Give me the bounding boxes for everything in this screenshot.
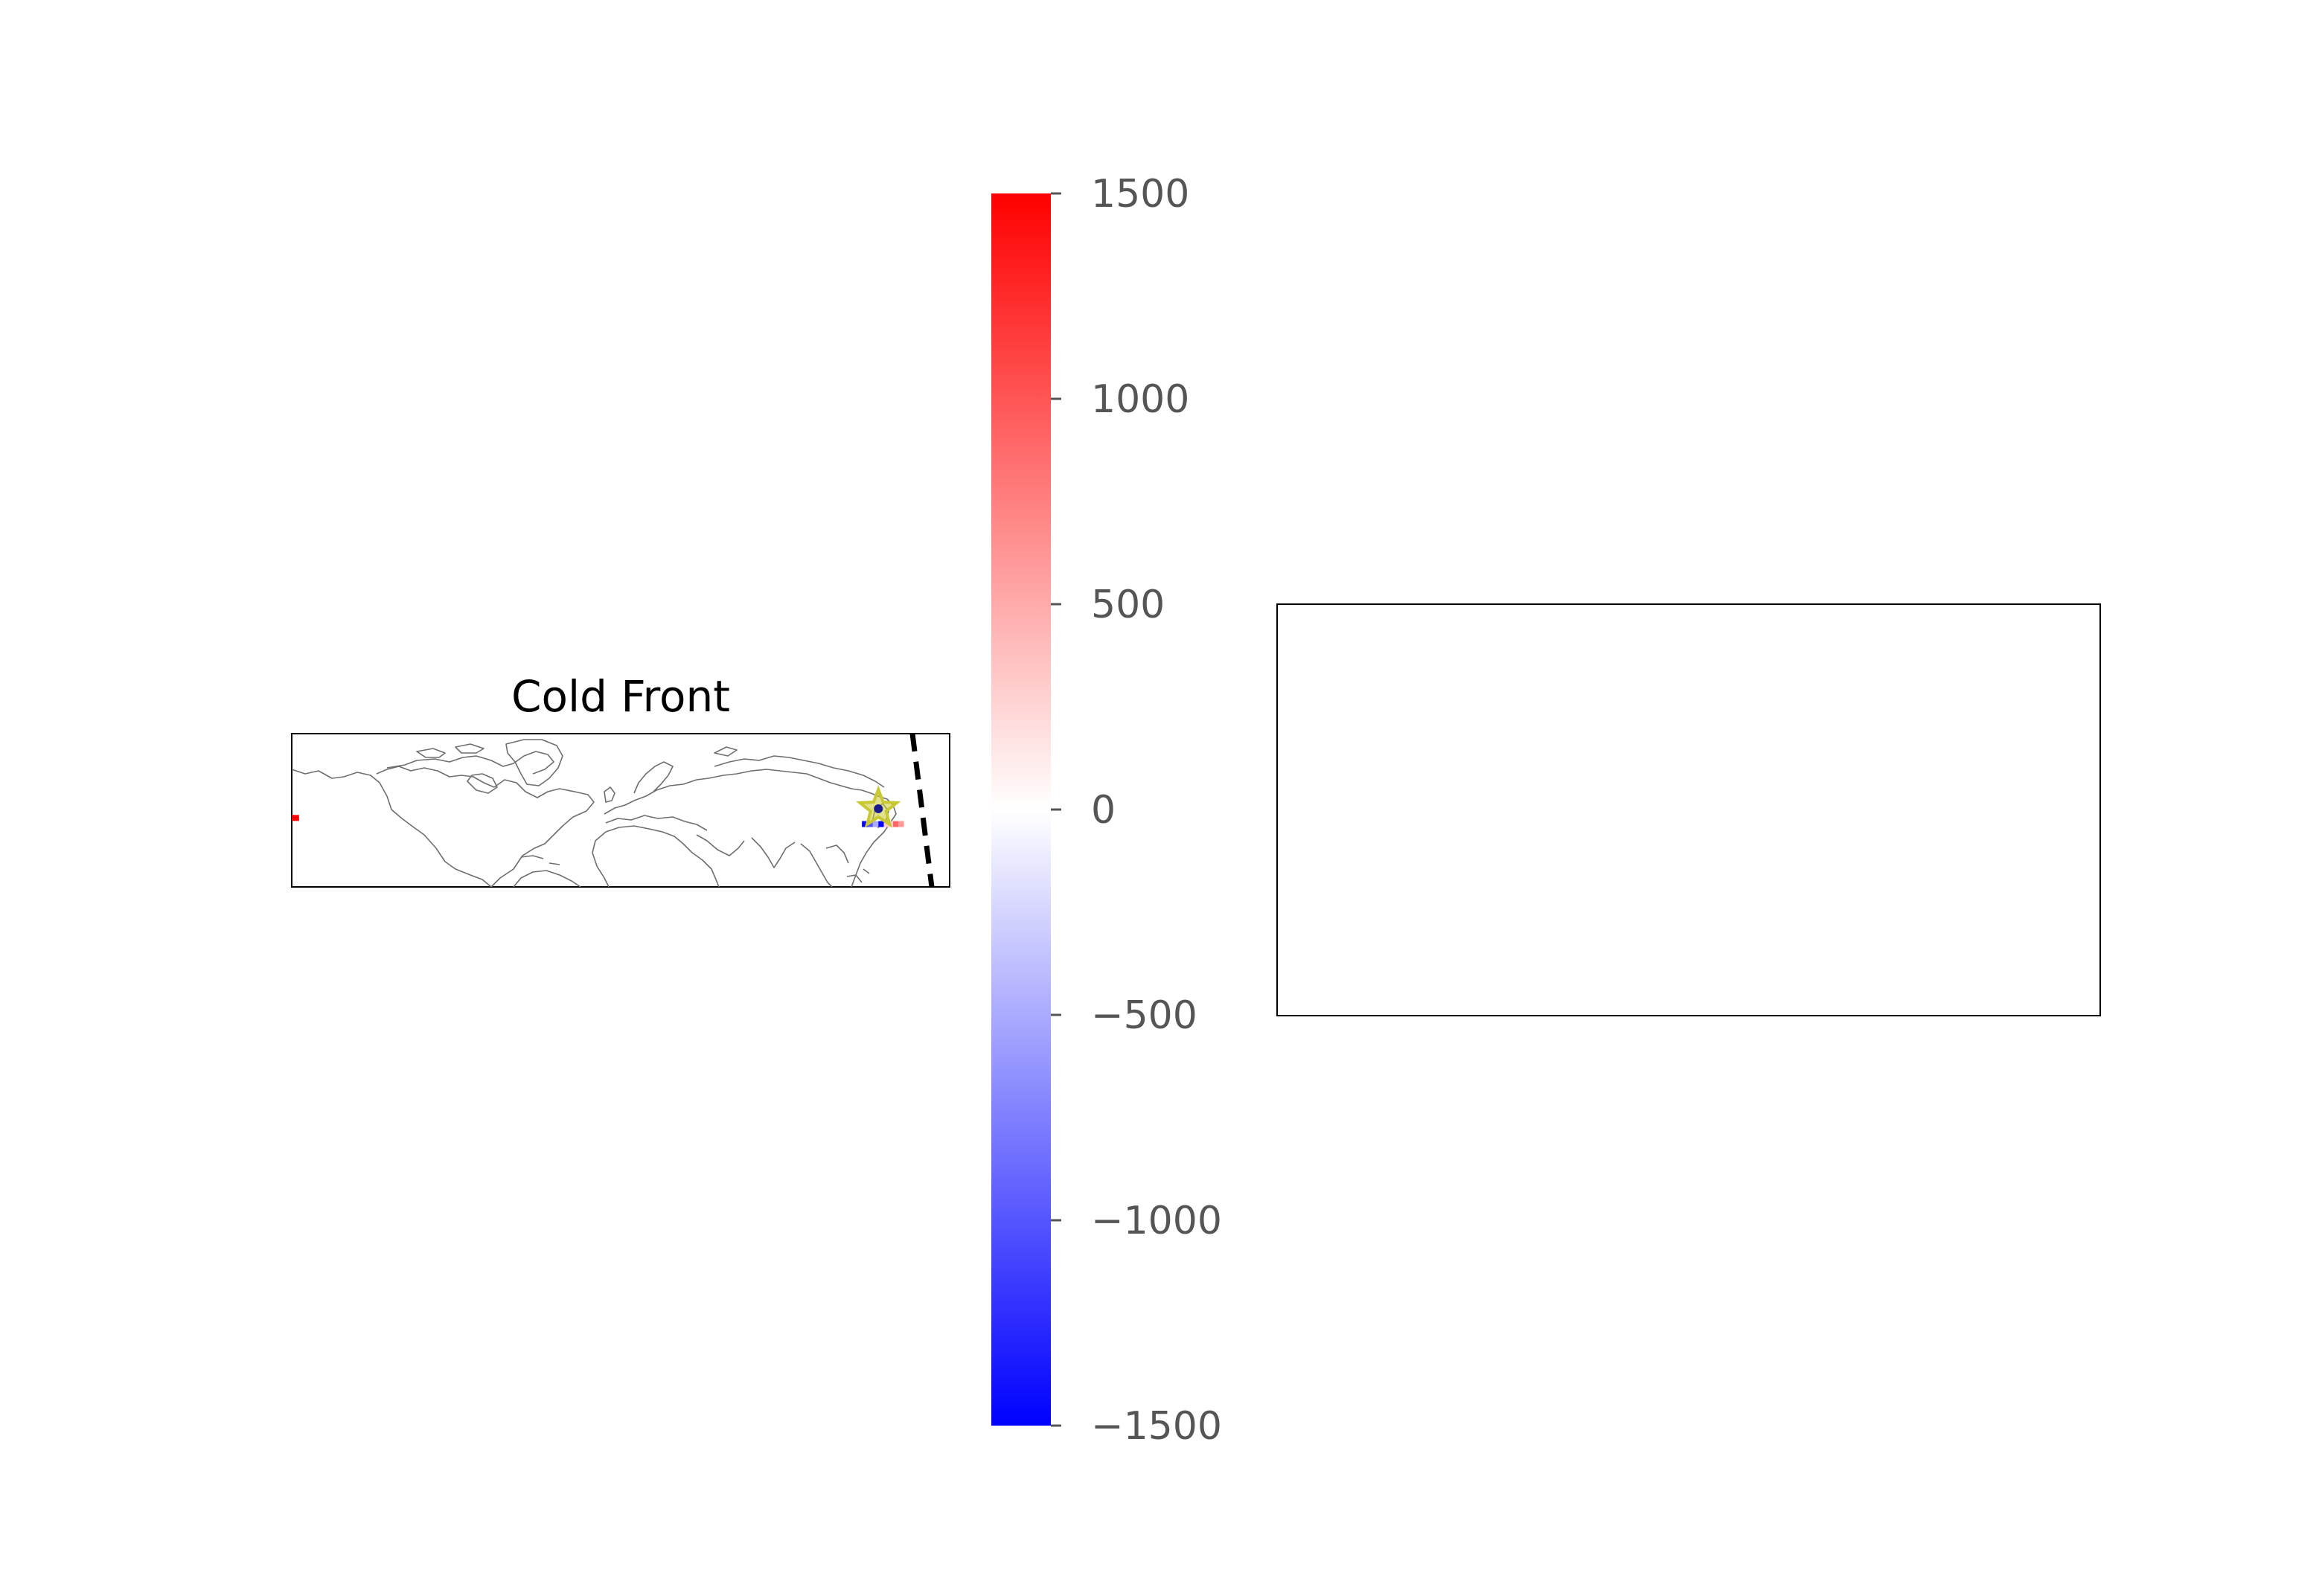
colored-segment: [892, 821, 899, 827]
colored-segment: [292, 815, 299, 821]
coastline-caribbean: [520, 855, 560, 865]
colorbar-tick-label: −1000: [1091, 1199, 1222, 1243]
coastline-africa: [592, 825, 720, 887]
colorbar-tick-label: 0: [1091, 788, 1116, 833]
colored-segment: [872, 821, 879, 827]
coastline-south-america: [513, 870, 581, 887]
colored-segment: [898, 821, 904, 827]
map-panel: Cold Front: [291, 671, 950, 888]
colored-segment: [878, 821, 884, 827]
colorbar-tick-label: 1500: [1091, 172, 1189, 217]
coastline-southeast-asia: [800, 843, 849, 887]
colorbar-tick-label: −500: [1091, 993, 1197, 1038]
coastline-greenland: [505, 739, 563, 786]
colored-segment: [862, 821, 868, 827]
colorbar-tick-label: 1000: [1091, 377, 1189, 422]
colorbar-tick-label: 500: [1091, 583, 1165, 627]
colorbar-body: [991, 193, 1051, 1426]
coastline-uk: [604, 786, 615, 803]
coastline-arctic-islands-2: [416, 743, 484, 758]
coastline-islands: [846, 868, 870, 883]
star-marker-center: [874, 804, 883, 813]
empty-axes-frame: [1276, 603, 2101, 1016]
coastline-arctic-russia: [714, 755, 885, 788]
coastline-mediterranean: [605, 815, 708, 831]
map-axes-frame: [291, 733, 950, 888]
cold-front-line: [909, 734, 935, 887]
coastline-novaya-zemlya: [714, 746, 738, 757]
coastline-north-america: [292, 766, 595, 887]
coastline-hudson-bay: [467, 773, 498, 794]
colorbar: 1500 1000 500 0 −500 −1000 −1500: [991, 172, 1222, 1449]
map-title: Cold Front: [511, 671, 730, 722]
coastline-arctic-islands: [386, 751, 554, 775]
coastline-eurasia: [604, 769, 897, 887]
coastline-india: [751, 837, 796, 868]
coastline-arabia: [696, 834, 745, 856]
coastline-scandinavia: [633, 761, 674, 794]
colorbar-tick-label: −1500: [1091, 1404, 1222, 1449]
colorbar-ticks: 1500 1000 500 0 −500 −1000 −1500: [1051, 172, 1222, 1449]
